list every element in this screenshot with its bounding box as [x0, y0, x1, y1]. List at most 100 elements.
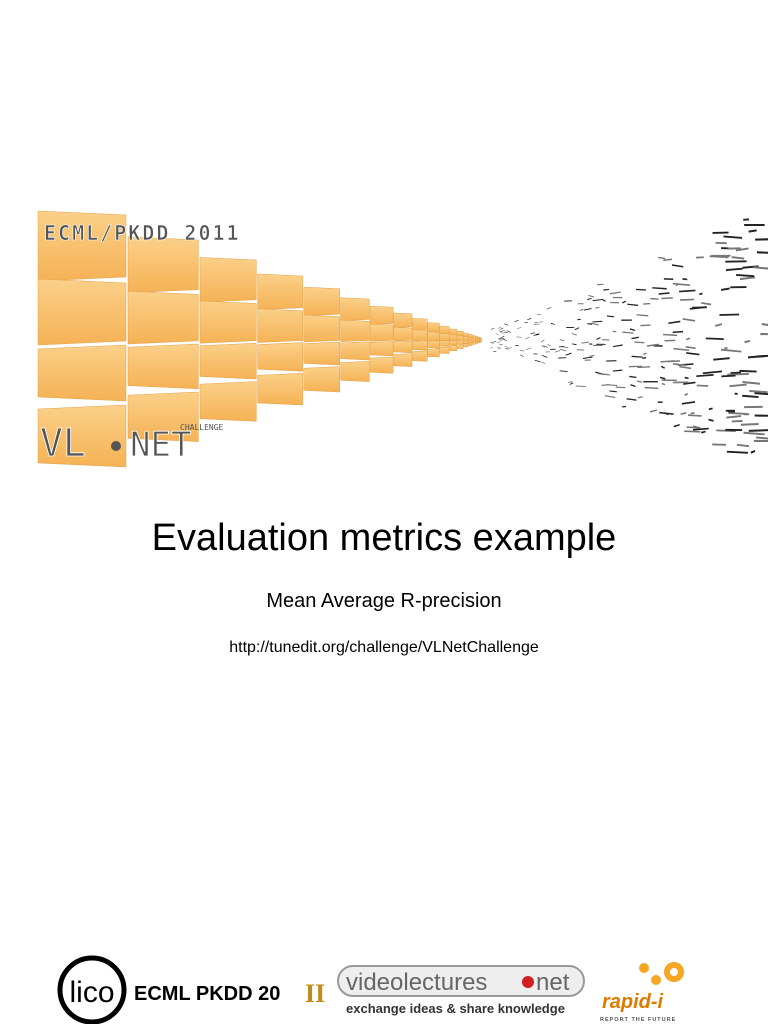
math-stroke [497, 347, 501, 350]
math-stroke [685, 346, 696, 350]
math-stroke [727, 372, 749, 376]
banner-panel [475, 336, 479, 339]
banner-panel [463, 340, 469, 344]
banner-panel [479, 340, 482, 343]
math-stroke [744, 339, 751, 344]
math-stroke [658, 292, 670, 295]
banner-panel [467, 342, 473, 346]
banner-panel [257, 373, 303, 406]
banner-panel [427, 331, 440, 341]
math-stroke [574, 327, 580, 331]
math-stroke [546, 307, 552, 310]
math-stroke [684, 430, 701, 433]
math-stroke [726, 450, 749, 454]
math-stroke [686, 352, 700, 356]
math-stroke [603, 288, 610, 291]
math-stroke [554, 350, 561, 353]
math-stroke [701, 302, 712, 306]
math-stroke [753, 266, 768, 270]
logo-vl: VL [40, 421, 86, 465]
banner-panel [467, 339, 473, 343]
math-stroke [631, 355, 643, 358]
math-stroke [627, 303, 639, 307]
math-stroke [489, 347, 494, 349]
math-stroke [582, 356, 593, 360]
banner-panel [471, 337, 476, 341]
math-stroke [588, 294, 595, 298]
banner-panel [439, 325, 450, 334]
math-stroke [587, 297, 592, 301]
math-stroke [747, 355, 764, 359]
math-stroke [680, 298, 694, 301]
rapid-logo: rapid-i [602, 991, 664, 1013]
banner-panel [303, 366, 340, 393]
math-stroke [496, 341, 500, 343]
math-stroke [675, 282, 680, 287]
math-stroke [671, 264, 684, 268]
math-stroke [520, 354, 524, 357]
math-stroke [636, 314, 649, 317]
lico-logo: lico [69, 976, 114, 1009]
math-stroke [724, 346, 728, 350]
banner-panel [439, 333, 450, 341]
math-stroke [609, 390, 617, 393]
math-stroke [492, 340, 496, 343]
math-stroke [533, 334, 540, 336]
math-stroke [637, 366, 651, 369]
math-stroke [668, 360, 681, 363]
banner-panel [427, 322, 440, 333]
math-stroke [626, 398, 637, 401]
math-stroke [661, 382, 666, 386]
banner-panel [340, 297, 370, 321]
rapid-dot [670, 968, 678, 976]
math-stroke [525, 336, 530, 340]
math-stroke [589, 354, 595, 358]
banner-panels [37, 210, 482, 468]
math-stroke [577, 318, 581, 321]
math-stroke [606, 315, 615, 318]
math-stroke [493, 350, 497, 353]
banner-panel [463, 332, 469, 338]
math-stroke [534, 360, 541, 363]
math-stroke [701, 430, 706, 434]
banner-panel [471, 342, 476, 345]
math-stroke [500, 327, 504, 330]
banner-panel [449, 328, 458, 336]
banner-panel [257, 342, 303, 372]
banner-panel [449, 334, 458, 341]
math-stroke [636, 380, 643, 383]
banner-panel [37, 404, 127, 468]
math-stroke [539, 321, 543, 323]
math-stroke [742, 381, 761, 385]
math-stroke [516, 327, 522, 329]
banner-panel [412, 329, 428, 342]
math-stroke [735, 247, 749, 252]
math-stroke [649, 409, 658, 413]
math-stroke [535, 333, 540, 335]
math-stroke [682, 278, 688, 281]
math-stroke [679, 365, 692, 370]
math-stroke [721, 374, 736, 378]
banner-panel [471, 335, 476, 339]
math-stroke [705, 337, 724, 341]
rapid-tagline: REPORT THE FUTURE [600, 1017, 676, 1023]
math-stroke [629, 375, 637, 379]
math-stroke [642, 357, 647, 359]
math-stroke [568, 381, 573, 384]
math-stroke [562, 346, 569, 349]
banner-panel [427, 348, 440, 358]
math-stroke [516, 336, 522, 338]
logo-net: NET [130, 425, 191, 465]
math-stroke [613, 344, 623, 348]
math-stroke [689, 306, 707, 310]
math-stroke [587, 323, 593, 325]
math-stroke [692, 427, 709, 431]
videolectures-dot [522, 976, 534, 988]
banner-panel [369, 341, 394, 357]
banner-panel [199, 300, 257, 344]
banner-panel [412, 350, 428, 362]
banner-panel [369, 356, 394, 374]
math-stroke [592, 320, 603, 323]
math-stroke [540, 339, 545, 343]
